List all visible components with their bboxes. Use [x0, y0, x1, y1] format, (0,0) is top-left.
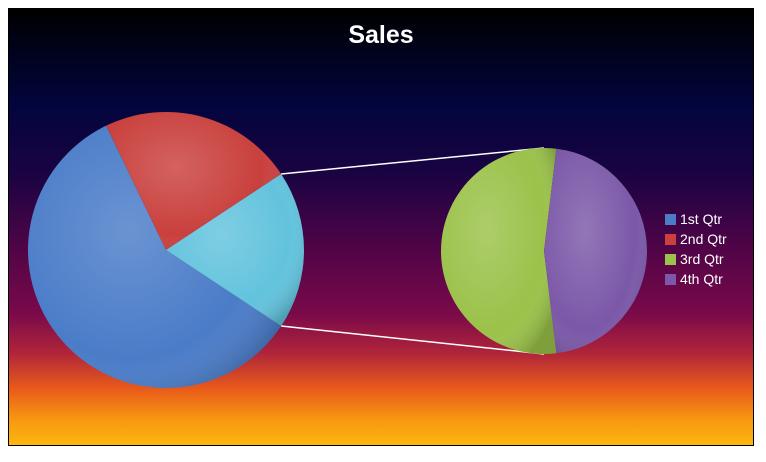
legend-item: 2nd Qtr [665, 229, 727, 249]
chart-title: Sales [348, 21, 414, 49]
legend-item: 1st Qtr [665, 209, 727, 229]
legend-label: 3rd Qtr [680, 251, 724, 267]
pie-slice-other-shading [166, 173, 304, 327]
connector-line-upper [281, 147, 545, 175]
chart-area: Sales 1st Qtr 2nd Qtr 3rd Qtr 4th Qtr [8, 8, 754, 446]
legend-swatch [665, 233, 676, 245]
pie-of-pie-plot [28, 111, 648, 389]
legend-label: 4th Qtr [680, 271, 723, 287]
secondary-slice-4th-qtr-shading [544, 148, 648, 354]
legend-item: 3rd Qtr [665, 249, 727, 269]
pie-slice-1st-qtr-shading [28, 125, 282, 389]
legend-swatch [665, 213, 676, 225]
secondary-slice-3rd-qtr-shading [441, 148, 557, 354]
pie-slice-2nd-qtr-shading [106, 111, 282, 250]
legend-swatch [665, 273, 676, 285]
legend-item: 4th Qtr [665, 269, 727, 289]
legend-label: 1st Qtr [680, 211, 723, 227]
legend-swatch [665, 253, 676, 265]
legend-label: 2nd Qtr [680, 231, 727, 247]
connector-line-lower [281, 325, 545, 355]
legend: 1st Qtr 2nd Qtr 3rd Qtr 4th Qtr [665, 209, 727, 289]
